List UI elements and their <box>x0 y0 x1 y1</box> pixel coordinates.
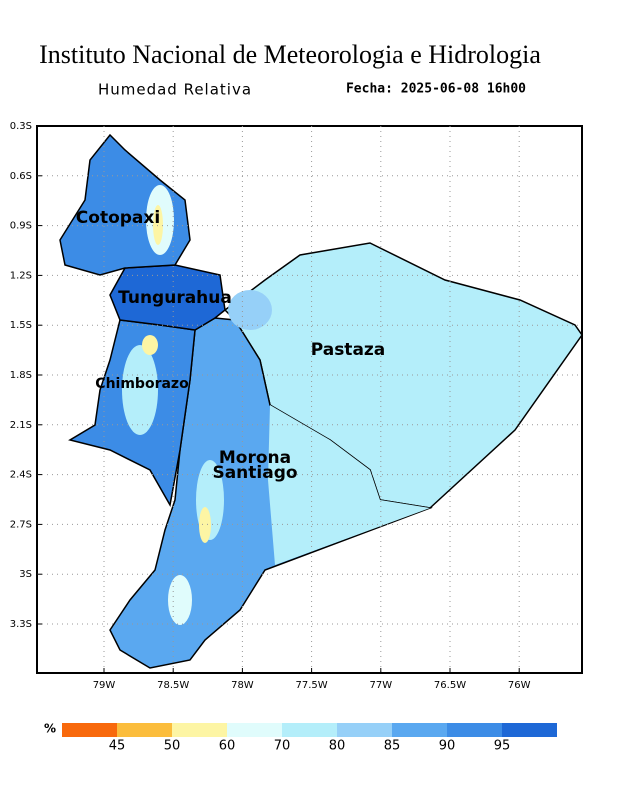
legend-label: 85 <box>384 739 401 754</box>
patch <box>153 205 163 245</box>
legend-label: 95 <box>494 739 511 754</box>
lat-tick-label: 1.2S <box>10 270 32 281</box>
lon-tick-label: 79W <box>93 680 116 691</box>
legend-label: 45 <box>109 739 126 754</box>
legend-swatch <box>502 723 557 737</box>
lat-tick-label: 3S <box>19 569 32 580</box>
legend-label: 60 <box>219 739 236 754</box>
legend-swatch <box>117 723 172 737</box>
legend-label: 70 <box>274 739 291 754</box>
title: Instituto Nacional de Meteorologia e Hid… <box>39 40 541 69</box>
subtitle: Humedad Relativa <box>98 81 252 99</box>
region-label: Morona <box>219 448 291 468</box>
lon-tick-label: 78.5W <box>157 680 189 691</box>
lat-tick-label: 2.4S <box>10 470 32 481</box>
lon-tick-label: 77.5W <box>296 680 328 691</box>
legend-swatch <box>337 723 392 737</box>
legend-swatch <box>62 723 117 737</box>
legend-unit: % <box>44 722 56 736</box>
legend-swatch <box>392 723 447 737</box>
legend-swatch <box>227 723 282 737</box>
patch <box>122 345 158 435</box>
region-label: Chimborazo <box>95 376 189 392</box>
legend-label: 50 <box>164 739 181 754</box>
morona-east <box>268 405 430 565</box>
region-label: Santiago <box>212 463 297 483</box>
patch <box>228 290 272 330</box>
region-label: Pastaza <box>311 340 386 360</box>
lat-tick-label: 1.5S <box>10 320 32 331</box>
legend-swatch <box>172 723 227 737</box>
lat-tick-label: 3.3S <box>10 619 32 630</box>
legend-swatch <box>447 723 502 737</box>
lon-tick-label: 77W <box>369 680 392 691</box>
lat-tick-label: 0.6S <box>10 171 32 182</box>
map: Cotopaxi Tungurahua Pastaza Chimborazo M… <box>36 125 583 674</box>
patch <box>142 335 158 355</box>
legend-label: 80 <box>329 739 346 754</box>
patch <box>168 575 192 625</box>
lat-tick-label: 2.1S <box>10 420 32 431</box>
colorbar: 45 50 60 70 80 85 90 95 <box>62 723 557 754</box>
legend-label: 90 <box>439 739 456 754</box>
region-label: Cotopaxi <box>76 208 160 228</box>
lon-tick-label: 78W <box>231 680 254 691</box>
region-label: Tungurahua <box>118 288 232 308</box>
patch <box>199 507 211 543</box>
lat-tick-label: 2.7S <box>10 519 32 530</box>
lon-tick-label: 76W <box>508 680 531 691</box>
date: Fecha: 2025-06-08 16h00 <box>346 82 526 97</box>
lat-tick-label: 1.8S <box>10 370 32 381</box>
lat-tick-label: 0.9S <box>10 221 32 232</box>
legend-swatch <box>282 723 337 737</box>
lat-tick-label: 0.3S <box>10 121 32 132</box>
lon-tick-label: 76.5W <box>434 680 466 691</box>
grid <box>37 126 582 673</box>
